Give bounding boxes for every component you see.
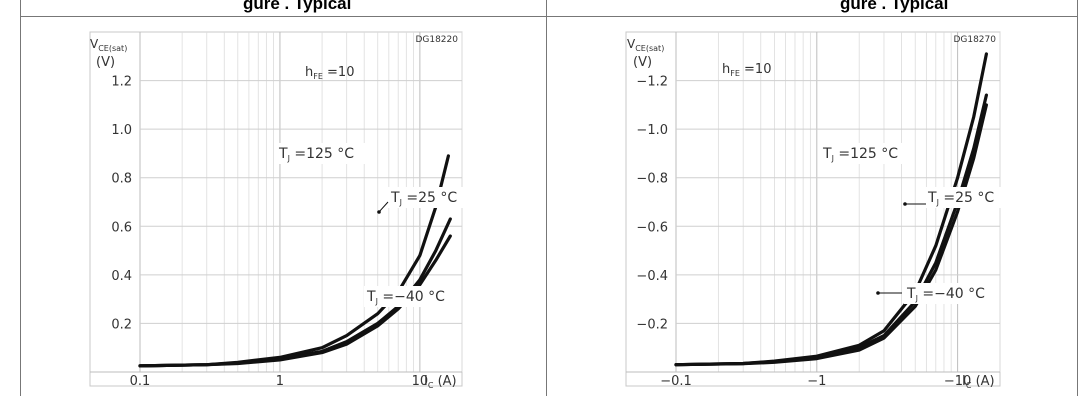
y-axis-unit: (V) [633,55,652,70]
series-pointer [378,201,389,213]
hfe-annotation: hFE =10 [722,62,771,78]
x-tick-label: 1 [276,374,284,389]
x-tick-label: −10 [944,374,971,389]
series-line-2 [138,234,452,368]
y-tick-label: −0.4 [636,269,668,284]
series-pointer-tip [876,291,880,295]
series-label-1: TJ =25 °C [390,190,457,207]
plot-left: 0.2 0.4 0.6 0.8 1.0 1.2 0.1 1 10 VCE(sat) (V) IC (A… [89,31,480,390]
header-rule [20,16,1077,17]
series-label-1: TJ =25 °C [927,190,994,207]
plot-right: −0.2 −0.4 −0.6 −0.8 −1.0 −1.2 −0.1 −1 −10 VCE(sat… [625,31,1017,390]
y-tick-label: −0.6 [636,220,668,235]
figure-code: DG18220 [415,35,458,45]
series-label-bg [364,286,456,307]
series-pointer-tip [903,202,907,206]
series-label-bg [925,187,1017,208]
y-axis-label: VCE(sat) [90,37,127,53]
series-label-bg [904,283,996,304]
x-tick-label: 10 [412,374,429,389]
series-label-2: TJ =−40 °C [366,289,445,306]
series-label-bg [388,187,480,208]
x-axis-label: IC (A) [962,374,995,390]
series-label-0: TJ =125 °C [822,146,898,163]
panel-divider [546,0,547,396]
y-tick-label: −1.0 [636,123,668,138]
hfe-annotation: hFE =10 [305,65,354,81]
y-tick-label: 0.2 [111,317,132,332]
y-axis-unit: (V) [96,55,115,70]
x-axis-label: IC (A) [424,374,457,390]
x-tick-label: −1 [807,374,826,389]
y-tick-label: −1.2 [636,75,668,90]
figure-caption-right: gure . Typical [840,0,949,13]
x-tick-label: −0.1 [660,374,692,389]
y-tick-label: −0.8 [636,172,668,187]
y-axis-label: VCE(sat) [627,37,664,53]
series-label-0: TJ =125 °C [278,146,354,163]
series-label-2: TJ =−40 °C [906,286,985,303]
series-label-bg [820,143,912,164]
series-label-bg [276,143,368,164]
y-tick-label: −0.2 [636,317,668,332]
figure-code: DG18270 [953,35,996,45]
y-tick-label: 0.6 [111,220,132,235]
figure-caption-left: gure . Typical [243,0,352,13]
y-tick-label: 1.2 [111,75,132,90]
figure-frame [20,0,1078,396]
y-tick-label: 1.0 [111,123,132,138]
series-line-0 [674,52,988,367]
y-tick-label: 0.4 [111,269,132,284]
x-tick-label: 0.1 [130,374,151,389]
series-pointer-tip [377,210,381,214]
y-tick-label: 0.8 [111,172,132,187]
